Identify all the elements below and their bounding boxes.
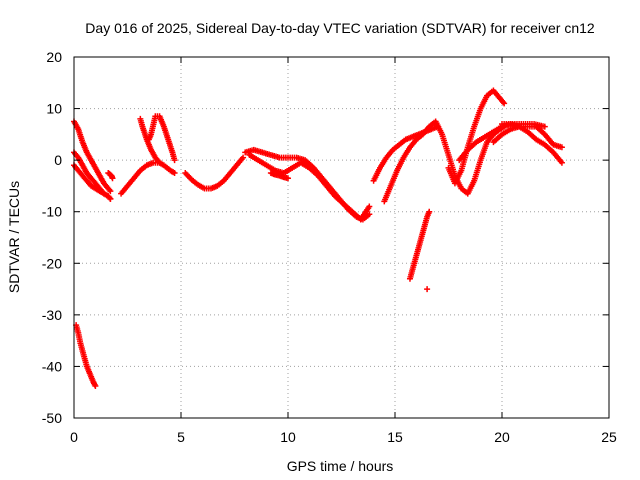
data-point <box>366 211 373 218</box>
data-point <box>501 100 508 107</box>
y-tick-label: -20 <box>42 255 62 271</box>
y-tick-label: 0 <box>54 152 62 168</box>
data-point <box>171 157 178 164</box>
grid-lines <box>74 57 609 418</box>
data-point <box>92 383 99 390</box>
data-point <box>558 159 565 166</box>
plot-frame <box>73 56 610 419</box>
y-tick-label: -40 <box>42 358 62 374</box>
y-axis-label: SDTVAR / TECUs <box>6 181 22 293</box>
data-point <box>366 203 373 210</box>
x-tick-label: 15 <box>387 429 403 445</box>
x-tick-label: 20 <box>494 429 510 445</box>
data-points <box>71 87 565 390</box>
y-tick-label: 10 <box>46 101 62 117</box>
y-tick-label: -30 <box>42 307 62 323</box>
data-point <box>424 286 431 293</box>
chart-title: Day 016 of 2025, Sidereal Day-to-day VTE… <box>85 20 595 36</box>
data-point <box>107 195 114 202</box>
data-point <box>107 188 114 195</box>
data-point <box>156 159 163 166</box>
x-tick-label: 25 <box>601 429 617 445</box>
data-point <box>171 170 178 177</box>
x-tick-label: 10 <box>280 429 296 445</box>
data-point <box>240 154 247 161</box>
axis-ticks: 0 5 10 15 20 25 -50 -40 -30 -20 -10 0 10 20 <box>42 49 617 445</box>
data-point <box>109 175 116 182</box>
x-tick-label: 0 <box>70 429 78 445</box>
y-tick-label: 20 <box>46 49 62 65</box>
y-tick-label: -10 <box>42 204 62 220</box>
data-point <box>285 175 291 182</box>
x-axis-label: GPS time / hours <box>287 458 394 474</box>
y-tick-label: -50 <box>42 410 62 426</box>
data-point <box>426 208 433 215</box>
x-tick-label: 5 <box>177 429 185 445</box>
data-point <box>558 144 565 151</box>
data-point <box>541 123 548 130</box>
